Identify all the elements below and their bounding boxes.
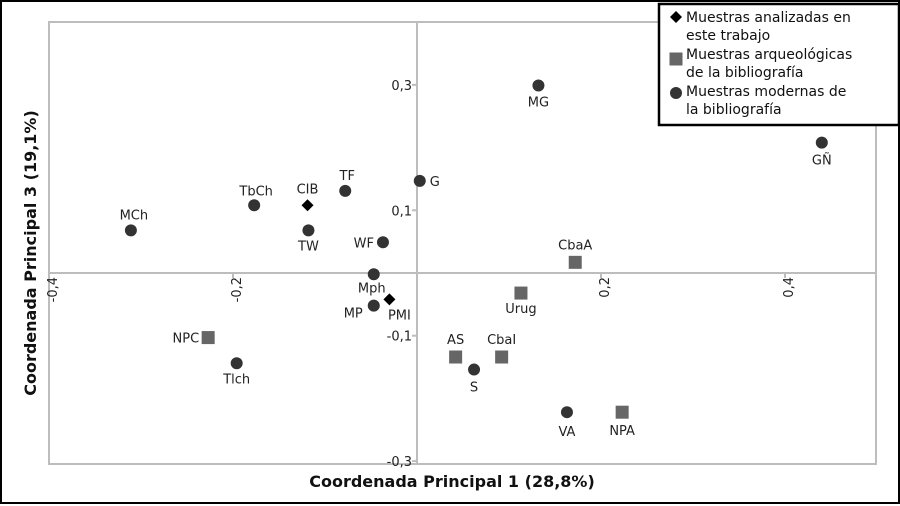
point-tf <box>339 184 352 197</box>
legend-marker-diamond <box>670 11 682 23</box>
point-label-wf: WF <box>354 236 374 251</box>
point-tlch <box>230 357 243 370</box>
point-g <box>413 174 426 187</box>
point-mch <box>124 224 137 237</box>
point-tbch <box>248 199 261 212</box>
point-label-mph: Mph <box>358 281 386 296</box>
legend-marker-square <box>669 52 683 66</box>
point-label-tlch: Tlch <box>222 372 250 387</box>
point-label-gñ: GÑ <box>812 153 832 169</box>
point-cib <box>301 199 314 212</box>
point-label-tw: TW <box>297 239 319 254</box>
point-mg <box>532 79 545 92</box>
point-cbai <box>495 350 509 364</box>
point-mph <box>367 268 380 281</box>
y-tick-label: 0,1 <box>391 204 412 219</box>
point-cbaa <box>568 255 582 269</box>
y-tick-label: 0,3 <box>391 79 412 94</box>
point-urug <box>514 286 528 300</box>
legend: Muestras analizadas en este trabajo Muestr… <box>657 2 900 127</box>
point-label-mp: MP <box>344 307 363 322</box>
point-pmi <box>383 293 396 306</box>
point-mp <box>367 299 380 312</box>
legend-text: este trabajo <box>686 28 770 44</box>
y-tick-label: -0,1 <box>387 330 412 345</box>
legend-text: la bibliografía <box>686 102 782 118</box>
legend-box <box>657 2 900 127</box>
point-npc <box>201 331 215 345</box>
x-tick-label: -0,2 <box>230 277 245 302</box>
point-label-va: VA <box>558 425 575 440</box>
point-label-npc: NPC <box>173 332 200 347</box>
x-tick-label: -0,4 <box>46 277 61 302</box>
point-label-pmi: PMI <box>388 308 411 323</box>
point-label-tf: TF <box>339 169 355 184</box>
legend-text: de la bibliografía <box>686 65 804 81</box>
legend-text: Muestras modernas de <box>686 84 846 100</box>
point-label-cbaa: CbaA <box>558 238 592 253</box>
point-label-npa: NPA <box>609 424 635 439</box>
y-axis-title: Coordenada Principal 3 (19,1%) <box>21 110 40 396</box>
point-label-urug: Urug <box>505 302 536 317</box>
legend-marker-circle <box>670 87 682 99</box>
point-label-cbai: CbaI <box>487 333 516 348</box>
point-wf <box>376 236 389 249</box>
point-label-mg: MG <box>528 96 549 111</box>
point-label-s: S <box>470 381 478 396</box>
plot-area <box>48 21 877 465</box>
point-label-as: AS <box>447 333 464 348</box>
point-label-cib: CIB <box>297 182 319 197</box>
point-as <box>449 350 463 364</box>
point-tw <box>302 224 315 237</box>
point-npa <box>615 405 629 419</box>
point-label-mch: MCh <box>120 208 149 223</box>
x-tick-label: 0,4 <box>782 277 797 298</box>
point-label-g: G <box>430 175 440 190</box>
point-label-tbch: TbCh <box>238 184 273 199</box>
x-axis-title: Coordenada Principal 1 (28,8%) <box>309 472 595 491</box>
legend-text: Muestras analizadas en <box>686 10 851 26</box>
point-va <box>560 406 573 419</box>
point-s <box>468 363 481 376</box>
legend-text: Muestras arqueológicas <box>686 47 852 63</box>
point-gñ <box>815 136 828 149</box>
x-tick-label: 0,2 <box>598 277 613 298</box>
y-tick-label: -0,3 <box>387 455 412 470</box>
